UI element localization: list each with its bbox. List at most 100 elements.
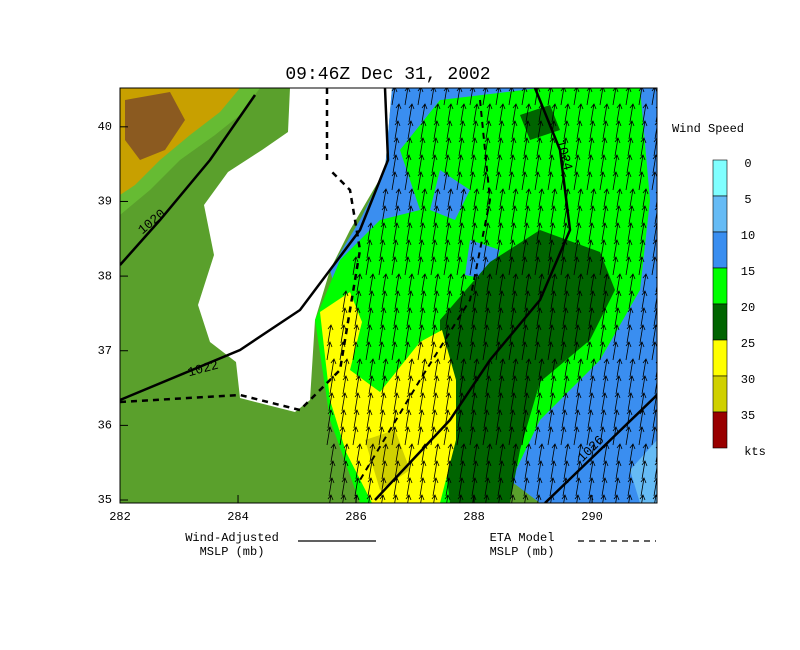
- wind-arrow: [459, 120, 466, 140]
- wind-arrow: [417, 341, 424, 361]
- wind-arrow: [417, 256, 424, 276]
- wind-arrow: [535, 409, 542, 429]
- wind-arrow: [444, 239, 451, 259]
- wind-arrow: [511, 205, 518, 225]
- wind-arrow: [353, 324, 360, 344]
- wind-arrow: [549, 222, 556, 242]
- wind-arrow: [445, 392, 452, 412]
- wind-arrow: [421, 188, 428, 208]
- wind-arrow: [470, 154, 477, 174]
- wind-arrow: [432, 307, 439, 327]
- wind-arrow: [469, 426, 476, 446]
- wind-arrow: [433, 120, 440, 140]
- wind-arrow: [563, 290, 570, 310]
- wind-arrow: [521, 341, 528, 361]
- wind-arrow: [443, 426, 450, 446]
- wind-arrow: [406, 307, 413, 327]
- wind-arrow: [392, 494, 399, 503]
- wind-arrow: [638, 171, 645, 191]
- wind-arrow: [457, 324, 464, 344]
- wind-arrow: [408, 358, 415, 378]
- wind-arrow: [404, 341, 411, 361]
- wind-arrow: [560, 88, 567, 106]
- wind-arrow: [590, 188, 597, 208]
- wind-arrow: [420, 290, 427, 310]
- wind-arrow: [341, 392, 348, 412]
- wind-arrow: [537, 205, 544, 225]
- wind-arrow: [366, 409, 373, 429]
- wind-arrow: [381, 205, 388, 225]
- wind-arrow: [586, 171, 593, 191]
- wind-arrow: [342, 460, 349, 480]
- wind-arrow: [457, 239, 464, 259]
- wind-arrow: [404, 426, 411, 446]
- wind-arrow: [407, 205, 414, 225]
- wind-arrow: [407, 120, 414, 140]
- wind-arrow: [640, 307, 647, 327]
- wind-arrow: [392, 409, 399, 429]
- wind-arrow: [341, 477, 348, 497]
- wind-arrow: [460, 273, 467, 293]
- wind-arrow: [523, 222, 530, 242]
- wind-arrow: [640, 222, 647, 242]
- wind-arrow: [512, 273, 519, 293]
- wind-arrow: [512, 188, 519, 208]
- wind-arrow: [576, 375, 583, 395]
- colorbar-label: 10: [741, 229, 755, 243]
- wind-arrow: [575, 477, 582, 497]
- wind-arrow: [547, 88, 554, 106]
- y-tick-label: 37: [98, 344, 112, 358]
- wind-arrow: [548, 409, 555, 429]
- wind-arrow: [640, 392, 647, 412]
- wind-arrow: [614, 392, 621, 412]
- wind-arrow: [381, 375, 388, 395]
- wind-arrow: [638, 341, 645, 361]
- wind-arrow: [495, 88, 502, 106]
- contour-solid: [374, 88, 572, 501]
- wind-arrow: [484, 392, 491, 412]
- wind-arrow: [498, 120, 505, 140]
- wind-arrow: [445, 222, 452, 242]
- wind-arrow: [538, 443, 545, 463]
- wind-arrow: [405, 154, 412, 174]
- colorbar-box: [712, 195, 728, 233]
- wind-arrow: [471, 137, 478, 157]
- wind-arrow: [511, 460, 518, 480]
- wind-arrow: [629, 188, 636, 208]
- wind-arrow: [470, 409, 477, 429]
- wind-arrow: [536, 477, 543, 497]
- wind-arrow: [395, 358, 402, 378]
- wind-arrow: [339, 426, 346, 446]
- wind-arrow: [602, 460, 609, 480]
- wind-arrow: [560, 256, 567, 276]
- wind-arrow: [472, 120, 479, 140]
- colorbar-label: 30: [741, 373, 755, 387]
- wind-arrow: [434, 103, 441, 123]
- wind-arrow: [599, 341, 606, 361]
- wind-arrow: [446, 205, 453, 225]
- wind-arrow: [612, 88, 619, 106]
- wind-arrow: [561, 324, 568, 344]
- wind-arrow: [444, 154, 451, 174]
- wind-arrow: [537, 375, 544, 395]
- wind-arrow: [616, 103, 623, 123]
- wind-arrow: [512, 358, 519, 378]
- wind-arrow: [586, 341, 593, 361]
- wind-arrow: [615, 120, 622, 140]
- wind-arrow: [586, 88, 593, 106]
- wind-arrow: [525, 103, 532, 123]
- wind-arrow: [355, 375, 362, 395]
- wind-arrow: [561, 409, 568, 429]
- wind-arrow: [612, 171, 619, 191]
- wind-arrow: [471, 392, 478, 412]
- wind-arrow: [628, 120, 635, 140]
- wind-arrow: [382, 358, 389, 378]
- wind-arrow: [510, 137, 517, 157]
- wind-arrow: [638, 256, 645, 276]
- wind-arrow: [625, 256, 632, 276]
- wind-arrow: [434, 273, 441, 293]
- wind-arrow: [404, 256, 411, 276]
- wind-arrow: [575, 392, 582, 412]
- wind-arrow: [328, 477, 335, 497]
- wind-arrow: [395, 443, 402, 463]
